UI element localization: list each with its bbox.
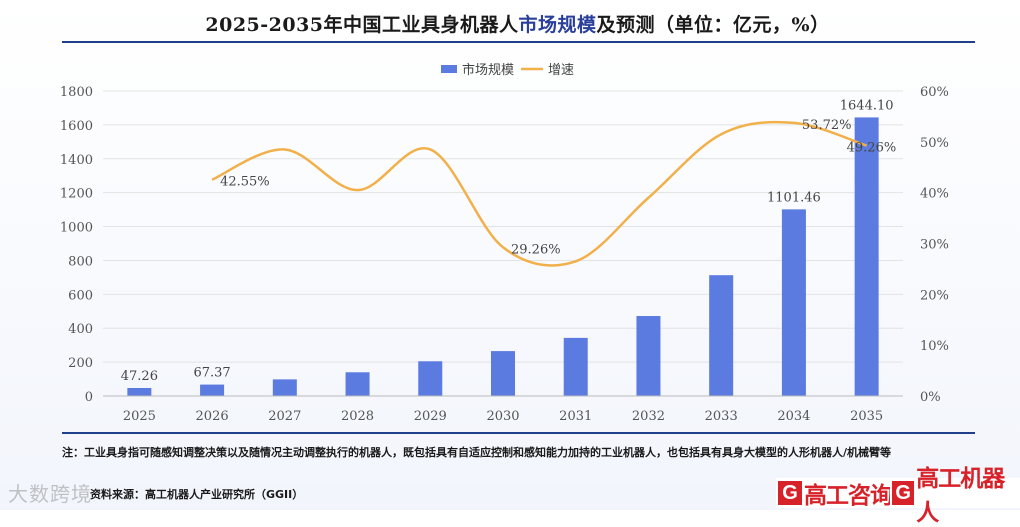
bar (854, 117, 879, 397)
y-left-tick-label: 800 (68, 254, 93, 269)
legend: 市场规模 增速 (441, 62, 574, 78)
x-tick-label: 2027 (268, 409, 301, 424)
line-series (211, 120, 868, 267)
y-right-tick-label: 40% (920, 187, 949, 202)
source-text: 资料来源：高工机器人产业研究所（GGII） (90, 488, 304, 501)
x-tick-label: 2029 (414, 409, 447, 424)
bar-value-label: 67.37 (193, 366, 230, 381)
y-left-tick-label: 1600 (60, 119, 93, 134)
logo-mark-icon: G (892, 481, 915, 505)
bar (491, 351, 515, 396)
bar (418, 361, 443, 396)
x-tick-label: 2031 (559, 409, 592, 424)
line-value-label: 53.72% (802, 118, 852, 133)
x-tick-label: 2035 (850, 409, 883, 424)
y-left-tick-label: 0 (85, 390, 93, 405)
x-tick-label: 2030 (486, 409, 519, 424)
bar (709, 275, 734, 396)
x-axis: 2025 2026 2027 2028 2029 2030 2031 2032 2033 2034… (103, 395, 903, 424)
bar-value-label: 47.26 (121, 369, 158, 384)
title-suffix: 及预测（单位：亿元，%） (596, 14, 830, 36)
combo-chart: 0 200 400 600 800 1000 1200 1400 1600 1800 0% 10% 2… (60, 62, 949, 424)
y-right-tick-label: 60% (920, 85, 949, 100)
data-labels: 47.26 67.37 1101.46 1644.10 42.55% 29.26% 53.7… (121, 98, 896, 384)
title-divider (62, 41, 975, 43)
x-tick-label: 2032 (632, 409, 665, 424)
y-left-tick-label: 1800 (60, 85, 93, 100)
y-right-tick-label: 10% (920, 339, 949, 354)
legend-label: 增速 (548, 63, 574, 78)
bar-value-label: 1101.46 (767, 190, 821, 205)
growth-line (211, 120, 868, 267)
bar (200, 384, 225, 396)
x-tick-label: 2028 (341, 409, 374, 424)
y-axis-right: 0% 10% 20% 30% 40% 50% 60% (920, 85, 949, 405)
footer-divider (62, 432, 975, 434)
y-right-tick-label: 0% (920, 390, 941, 405)
legend-bar-swatch (441, 65, 457, 73)
bar (563, 337, 588, 396)
y-left-tick-label: 1000 (60, 221, 93, 236)
y-left-tick-label: 400 (68, 322, 93, 337)
y-right-tick-label: 50% (920, 136, 949, 151)
y-right-tick-label: 30% (920, 238, 949, 253)
legend-label: 市场规模 (462, 62, 514, 78)
x-tick-label: 2025 (123, 409, 156, 424)
y-left-tick-label: 1400 (60, 153, 93, 168)
title-prefix: 2025-2035年中国工业具身机器人 (205, 14, 519, 36)
gridlines (103, 90, 903, 363)
bar (272, 379, 297, 396)
logo-text: 高工机器人 (916, 466, 1005, 526)
bar-series (127, 117, 879, 397)
logo-text: 高工咨询 (804, 483, 893, 509)
y-right-tick-label: 20% (920, 288, 949, 303)
y-left-tick-label: 1200 (60, 187, 93, 202)
line-value-label: 42.55% (220, 175, 270, 190)
y-left-tick-label: 200 (68, 356, 93, 371)
bar-value-label: 1644.10 (840, 98, 894, 113)
watermark: 大数跨境 (8, 482, 92, 506)
y-left-tick-label: 600 (68, 288, 93, 303)
y-axis-left: 0 200 400 600 800 1000 1200 1400 1600 1800 (60, 85, 93, 405)
logo-mark-icon: G (778, 481, 802, 505)
bar (781, 209, 806, 396)
logo-gaogong-consulting: G 高工咨询 (776, 478, 894, 509)
x-tick-label: 2026 (196, 409, 229, 424)
x-tick-label: 2033 (705, 409, 738, 424)
bar (636, 316, 661, 396)
x-tick-label: 2034 (777, 409, 810, 424)
footnote: 注：工业具身指可随感知调整决策以及随情况主动调整执行的机器人，既包括具有自适应控… (62, 446, 892, 459)
bar (127, 387, 152, 396)
bar (345, 372, 370, 396)
chart-title: 2025-2035年中国工业具身机器人市场规模及预测（单位：亿元，%） (60, 10, 975, 37)
line-value-label: 49.26% (847, 141, 897, 156)
logo-gaogong-robot: G 高工机器人 (890, 466, 1020, 526)
title-highlight: 市场规模 (518, 14, 597, 36)
line-value-label: 29.26% (511, 242, 561, 257)
